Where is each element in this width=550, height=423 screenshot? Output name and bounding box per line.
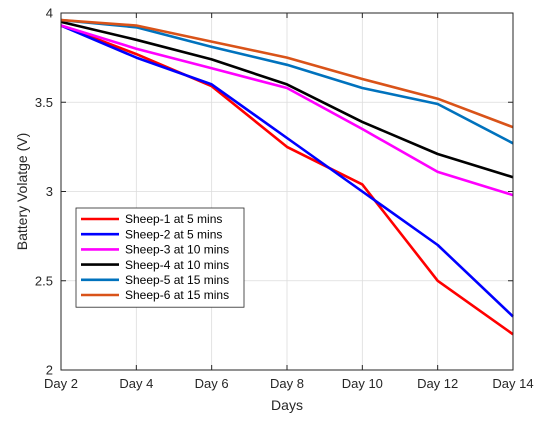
y-tick-label: 2 xyxy=(46,363,53,378)
series-line-6 xyxy=(60,18,514,129)
legend-entry-label: Sheep-5 at 15 mins xyxy=(125,273,229,287)
x-tick-label: Day 2 xyxy=(44,376,78,391)
x-axis-label: Days xyxy=(271,397,303,413)
series-line-4 xyxy=(60,20,514,179)
x-tick-label: Day 10 xyxy=(342,376,383,391)
legend-box xyxy=(75,207,245,308)
x-tick-label: Day 8 xyxy=(270,376,304,391)
x-tick-label: Day 4 xyxy=(119,376,153,391)
series-line-5 xyxy=(60,18,514,145)
series-lines xyxy=(60,18,514,336)
legend-entry-label: Sheep-4 at 10 mins xyxy=(125,258,229,272)
y-tick-label: 3.5 xyxy=(35,95,53,110)
legend-entry-label: Sheep-6 at 15 mins xyxy=(125,288,229,302)
legend-entry-label: Sheep-2 at 5 mins xyxy=(125,227,222,241)
series-line-2 xyxy=(60,24,514,318)
y-axis-label: Battery Volatge (V) xyxy=(14,133,30,251)
legend-entry-label: Sheep-3 at 10 mins xyxy=(125,243,229,257)
y-tick-label: 4 xyxy=(46,6,53,21)
legend-entry-label: Sheep-1 at 5 mins xyxy=(125,212,222,226)
y-tick-label: 3 xyxy=(46,184,53,199)
series-line-1 xyxy=(60,24,514,336)
axis-ticks xyxy=(60,12,514,371)
x-tick-label: Day 12 xyxy=(417,376,458,391)
x-tick-label: Day 14 xyxy=(492,376,533,391)
axis-tick-labels: Day 2 Day 4 Day 6 Day 8 Day 10 Day 12 Day 14 2 2… xyxy=(35,6,534,392)
x-tick-label: Day 6 xyxy=(195,376,229,391)
y-tick-label: 2.5 xyxy=(35,273,53,288)
series-line-3 xyxy=(60,24,514,197)
